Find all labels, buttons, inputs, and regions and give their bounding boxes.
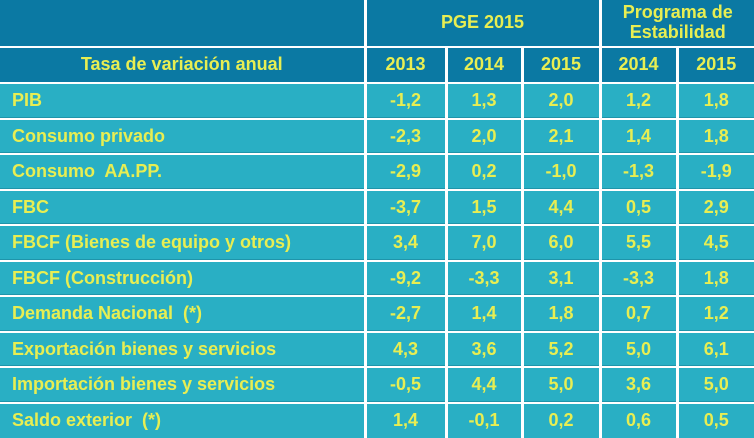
value-cell: 5,0 [522, 367, 602, 404]
row-label: FBCF (Construcción) [0, 260, 367, 297]
col-header-pe-2014: 2014 [600, 47, 679, 84]
header-group-pge-2015: PGE 2015 [365, 0, 602, 48]
value-cell: 3,6 [446, 331, 524, 368]
value-cell: 1,8 [522, 296, 602, 333]
row-label: Consumo privado [0, 118, 367, 155]
value-cell: -1,0 [522, 154, 602, 191]
value-cell: 2,0 [446, 118, 524, 155]
table-row-demanda-nacional: Demanda Nacional (*) -2,7 1,4 1,8 0,7 1,… [0, 296, 754, 333]
col-header-pge-2013: 2013 [365, 47, 448, 84]
col-header-pge-2014: 2014 [446, 47, 524, 84]
row-label: Importación bienes y servicios [0, 367, 367, 404]
table-row-consumo-privado: Consumo privado -2,3 2,0 2,1 1,4 1,8 [0, 118, 754, 155]
value-cell: 1,2 [600, 83, 679, 120]
value-cell: 0,6 [600, 402, 679, 438]
value-cell: 0,7 [600, 296, 679, 333]
header-group-programa-estabilidad: Programa de Estabilidad [600, 0, 754, 48]
value-cell: 5,2 [522, 331, 602, 368]
table-row-pib: PIB -1,2 1,3 2,0 1,2 1,8 [0, 83, 754, 120]
value-cell: 4,4 [446, 367, 524, 404]
value-cell: 1,2 [677, 296, 754, 333]
value-cell: 5,5 [600, 225, 679, 262]
table-row-importacion: Importación bienes y servicios -0,5 4,4 … [0, 367, 754, 404]
value-cell: 2,1 [522, 118, 602, 155]
value-cell: -9,2 [365, 260, 448, 297]
value-cell: -1,3 [600, 154, 679, 191]
value-cell: 6,1 [677, 331, 754, 368]
value-cell: 3,4 [365, 225, 448, 262]
row-label: FBC [0, 189, 367, 226]
value-cell: -1,9 [677, 154, 754, 191]
value-cell: -2,7 [365, 296, 448, 333]
table-row-saldo-exterior: Saldo exterior (*) 1,4 -0,1 0,2 0,6 0,5 [0, 402, 754, 438]
table-row-consumo-aapp: Consumo AA.PP. -2,9 0,2 -1,0 -1,3 -1,9 [0, 154, 754, 191]
table-row-fbcf-bienes-equipo: FBCF (Bienes de equipo y otros) 3,4 7,0 … [0, 225, 754, 262]
value-cell: 0,2 [446, 154, 524, 191]
table-row-fbc: FBC -3,7 1,5 4,4 0,5 2,9 [0, 189, 754, 226]
value-cell: 1,5 [446, 189, 524, 226]
col-header-pe-2015: 2015 [677, 47, 754, 84]
value-cell: 4,3 [365, 331, 448, 368]
value-cell: 0,5 [677, 402, 754, 438]
value-cell: 5,0 [600, 331, 679, 368]
value-cell: -1,2 [365, 83, 448, 120]
value-cell: 1,4 [446, 296, 524, 333]
row-label: PIB [0, 83, 367, 120]
value-cell: 0,2 [522, 402, 602, 438]
value-cell: -0,5 [365, 367, 448, 404]
value-cell: 2,0 [522, 83, 602, 120]
value-cell: -0,1 [446, 402, 524, 438]
table-row-fbcf-construccion: FBCF (Construcción) -9,2 -3,3 3,1 -3,3 1… [0, 260, 754, 297]
col-header-pge-2015: 2015 [522, 47, 602, 84]
header-group-row: PGE 2015 Programa de Estabilidad [0, 0, 754, 48]
value-cell: -3,3 [446, 260, 524, 297]
value-cell: 2,9 [677, 189, 754, 226]
header-year-row: Tasa de variación anual 2013 2014 2015 2… [0, 47, 754, 84]
value-cell: 3,1 [522, 260, 602, 297]
value-cell: 0,5 [600, 189, 679, 226]
value-cell: 1,4 [365, 402, 448, 438]
value-cell: 7,0 [446, 225, 524, 262]
value-cell: 1,8 [677, 83, 754, 120]
table-row-exportacion: Exportación bienes y servicios 4,3 3,6 5… [0, 331, 754, 368]
value-cell: 4,4 [522, 189, 602, 226]
row-label: Saldo exterior (*) [0, 402, 367, 438]
corner-cell [0, 0, 367, 48]
row-label: Demanda Nacional (*) [0, 296, 367, 333]
value-cell: 4,5 [677, 225, 754, 262]
row-label: Exportación bienes y servicios [0, 331, 367, 368]
row-label: FBCF (Bienes de equipo y otros) [0, 225, 367, 262]
table-title: Tasa de variación anual [0, 47, 367, 84]
row-label: Consumo AA.PP. [0, 154, 367, 191]
value-cell: -3,3 [600, 260, 679, 297]
value-cell: -3,7 [365, 189, 448, 226]
value-cell: 5,0 [677, 367, 754, 404]
value-cell: 1,4 [600, 118, 679, 155]
value-cell: 3,6 [600, 367, 679, 404]
value-cell: 1,8 [677, 260, 754, 297]
value-cell: 1,3 [446, 83, 524, 120]
value-cell: -2,9 [365, 154, 448, 191]
value-cell: -2,3 [365, 118, 448, 155]
value-cell: 6,0 [522, 225, 602, 262]
value-cell: 1,8 [677, 118, 754, 155]
